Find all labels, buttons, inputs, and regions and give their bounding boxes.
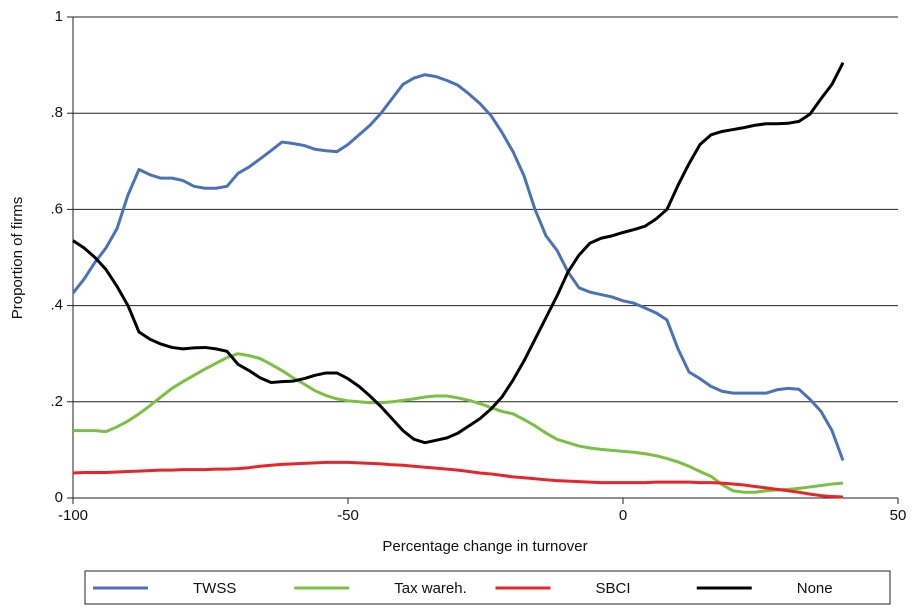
- x-tick-label: -100: [58, 507, 88, 524]
- legend-box: [84, 570, 891, 605]
- legend-label: TWSS: [193, 580, 236, 597]
- x-tick-label: -50: [337, 507, 359, 524]
- legend-label: SBCI: [596, 580, 631, 597]
- series-line: [72, 62, 845, 445]
- x-tick-label: 50: [890, 507, 907, 524]
- y-tick-label: 0: [55, 489, 63, 506]
- series-line: [72, 460, 844, 499]
- series-line: [71, 73, 845, 462]
- y-tick-label: .2: [50, 393, 63, 410]
- series-line: [73, 352, 844, 494]
- y-axis-label: Proportion of firms: [9, 197, 26, 320]
- y-tick-label: .8: [50, 104, 63, 121]
- y-tick-label: .6: [50, 200, 63, 217]
- y-tick-label: 1: [55, 8, 63, 25]
- x-tick-label: 0: [619, 507, 627, 524]
- y-tick-label: .4: [50, 297, 63, 314]
- legend-label: None: [797, 580, 833, 597]
- legend-label: Tax wareh.: [394, 580, 467, 597]
- x-axis-label: Percentage change in turnover: [382, 538, 587, 555]
